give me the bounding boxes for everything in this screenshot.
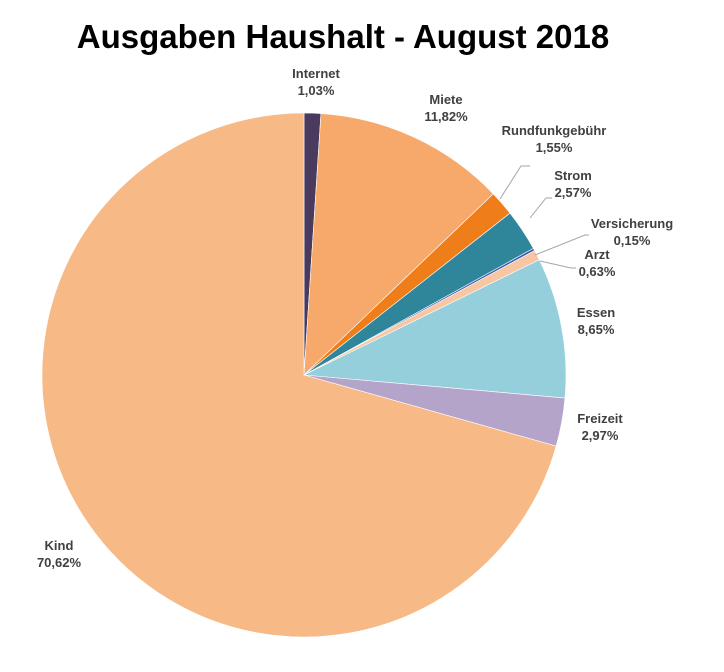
slice-label-name-rundfunkgebuehr: Rundfunkgebühr (502, 123, 607, 138)
pie-slices (41, 112, 567, 638)
pie-slice-essen (302, 259, 567, 399)
slice-label-value-arzt: 0,63% (579, 264, 616, 279)
slice-label-name-essen: Essen (577, 305, 615, 320)
leader-line-rundfunkgebuehr (499, 165, 530, 200)
slice-label-name-internet: Internet (292, 66, 340, 81)
slice-labels: Internet 1,03% Miete 11,82% Rundfunkgebühr 1,… (37, 66, 673, 570)
chart-title: Ausgaben Haushalt - August 2018 (77, 18, 609, 55)
slice-label-value-kind: 70,62% (37, 555, 82, 570)
slice-label-value-miete: 11,82% (424, 109, 468, 124)
slice-label-name-arzt: Arzt (584, 247, 610, 262)
slice-label-value-essen: 8,65% (578, 322, 615, 337)
leader-line-strom (529, 197, 552, 219)
slice-label-name-versicherung: Versicherung (591, 216, 673, 231)
slice-label-name-miete: Miete (429, 92, 462, 107)
slice-label-value-versicherung: 0,15% (614, 233, 651, 248)
pie-slice-kind (41, 112, 557, 638)
slice-label-value-internet: 1,03% (298, 83, 335, 98)
slice-label-name-freizeit: Freizeit (577, 411, 623, 426)
leader-line-versicherung (534, 234, 589, 256)
slice-label-value-freizeit: 2,97% (582, 428, 619, 443)
leader-line-arzt (539, 260, 576, 269)
slice-label-name-strom: Strom (554, 168, 592, 183)
slice-label-value-rundfunkgebuehr: 1,55% (536, 140, 573, 155)
pie-slice-miete (303, 113, 494, 376)
leader-lines (499, 165, 589, 269)
slice-label-name-kind: Kind (45, 538, 74, 553)
slice-label-value-strom: 2,57% (555, 185, 592, 200)
